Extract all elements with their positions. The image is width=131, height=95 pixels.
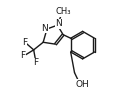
Text: CH₃: CH₃ xyxy=(56,7,71,16)
Text: OH: OH xyxy=(75,80,89,89)
Text: F: F xyxy=(22,38,27,47)
Text: N: N xyxy=(42,24,48,33)
Text: F: F xyxy=(34,58,39,67)
Text: F: F xyxy=(20,51,26,60)
Text: N: N xyxy=(55,19,62,28)
